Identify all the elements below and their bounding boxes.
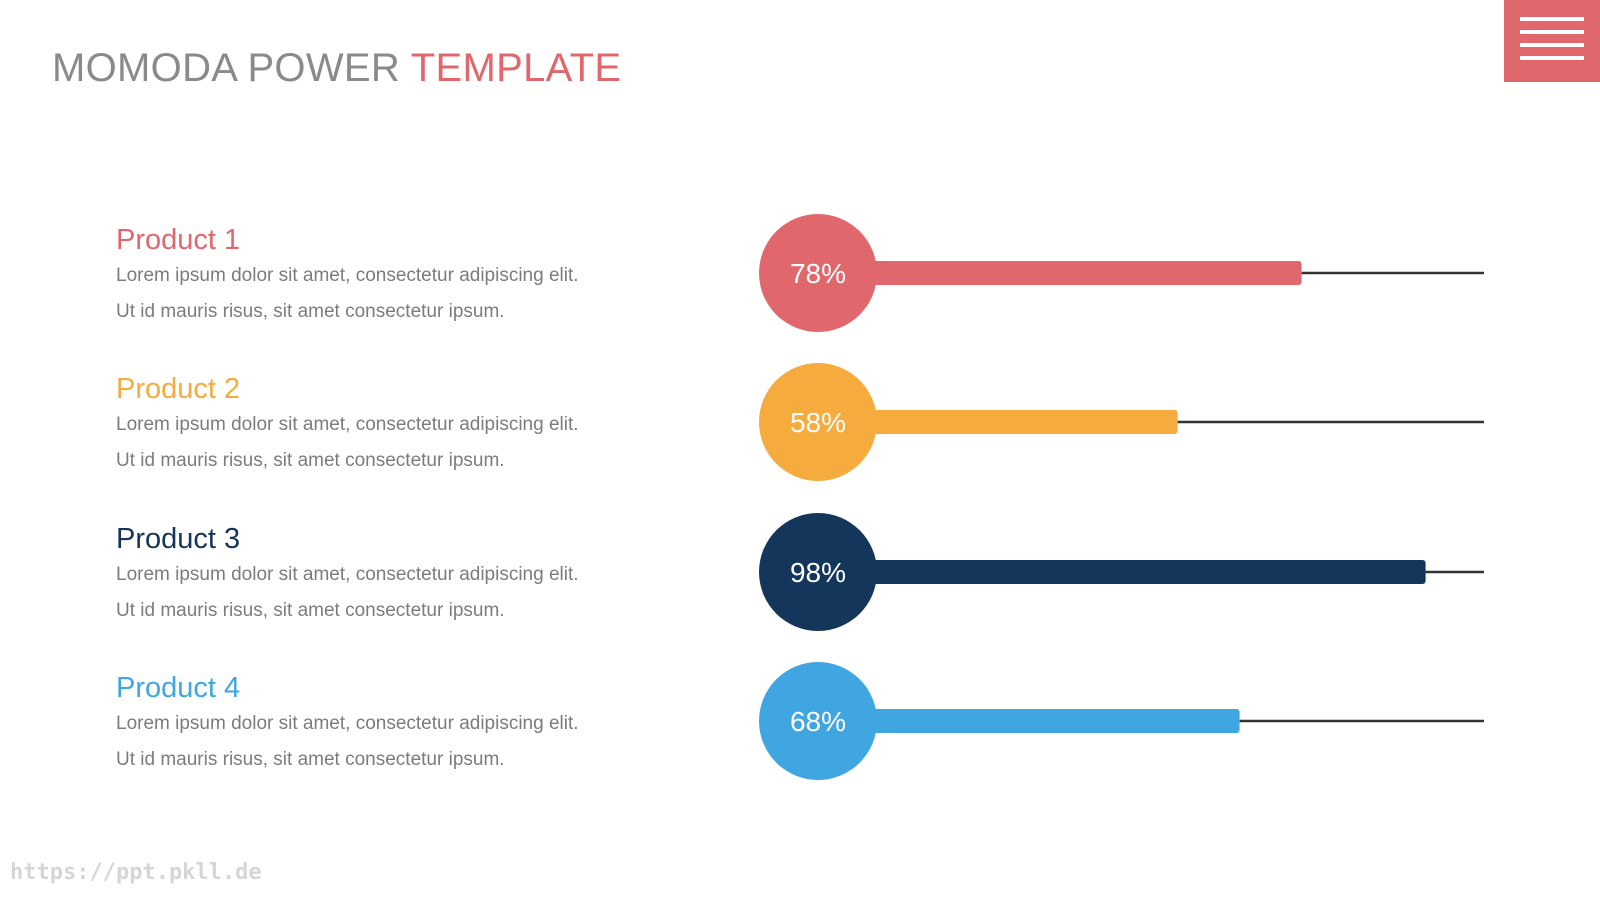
percentage-label: 68% bbox=[790, 706, 846, 737]
menu-line bbox=[1520, 43, 1584, 47]
percentage-circle bbox=[759, 363, 877, 481]
percentage-circle bbox=[759, 662, 877, 780]
product-description-line-1: Lorem ipsum dolor sit amet, consectetur … bbox=[116, 713, 579, 734]
menu-line bbox=[1520, 30, 1584, 34]
menu-line bbox=[1520, 17, 1584, 21]
menu-line bbox=[1520, 56, 1584, 60]
product-name: Product 4 bbox=[116, 672, 241, 704]
product-description-line-2: Ut id mauris risus, sit amet consectetur… bbox=[116, 749, 505, 770]
hamburger-menu-icon[interactable] bbox=[1504, 0, 1600, 82]
product-name: Product 3 bbox=[116, 523, 241, 555]
product-block-1: Product 1 Lorem ipsum dolor sit amet, co… bbox=[116, 222, 736, 330]
product-block-3: Product 3 Lorem ipsum dolor sit amet, co… bbox=[116, 521, 736, 629]
page-title: MOMODA POWER TEMPLATE bbox=[52, 46, 621, 91]
percentage-label: 98% bbox=[790, 557, 846, 588]
percentage-circle bbox=[759, 214, 877, 332]
product-name: Product 2 bbox=[116, 373, 241, 405]
product-description-line-2: Ut id mauris risus, sit amet consectetur… bbox=[116, 600, 505, 621]
progress-bar bbox=[818, 560, 1426, 584]
percentage-label: 58% bbox=[790, 407, 846, 438]
product-description-line-1: Lorem ipsum dolor sit amet, consectetur … bbox=[116, 414, 579, 435]
product-name: Product 1 bbox=[116, 224, 241, 256]
progress-bar bbox=[818, 709, 1240, 733]
percentage-circle bbox=[759, 513, 877, 631]
product-block-2: Product 2 Lorem ipsum dolor sit amet, co… bbox=[116, 371, 736, 479]
title-part-gray: MOMODA POWER bbox=[52, 46, 401, 90]
product-description-line-2: Ut id mauris risus, sit amet consectetur… bbox=[116, 301, 505, 322]
progress-bar bbox=[818, 261, 1302, 285]
product-description-line-2: Ut id mauris risus, sit amet consectetur… bbox=[116, 450, 505, 471]
product-description-line-1: Lorem ipsum dolor sit amet, consectetur … bbox=[116, 564, 579, 585]
percentage-label: 78% bbox=[790, 258, 846, 289]
progress-bar bbox=[818, 410, 1178, 434]
product-description-line-1: Lorem ipsum dolor sit amet, consectetur … bbox=[116, 265, 579, 286]
watermark-url: https://ppt.pkll.de bbox=[10, 860, 262, 885]
product-block-4: Product 4 Lorem ipsum dolor sit amet, co… bbox=[116, 670, 736, 778]
title-part-accent: TEMPLATE bbox=[410, 46, 622, 90]
